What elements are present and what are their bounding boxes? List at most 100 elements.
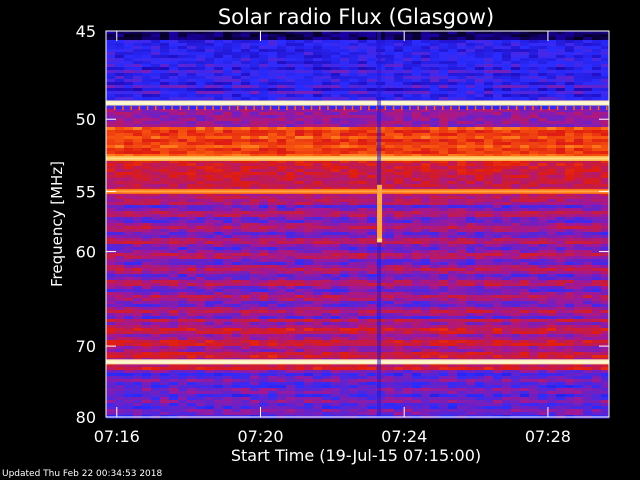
heatmap-cell (169, 58, 179, 62)
heatmap-cell (358, 262, 368, 266)
heatmap-cell (115, 118, 125, 122)
heatmap-cell (196, 124, 206, 128)
heatmap-cell (178, 73, 188, 77)
heatmap-cell (520, 172, 530, 176)
heatmap-cell (214, 154, 224, 158)
heatmap-cell (412, 202, 422, 206)
heatmap-cell (565, 145, 575, 149)
heatmap-cell (331, 115, 341, 119)
heatmap-cell (151, 289, 161, 293)
heatmap-cell (367, 154, 377, 158)
heatmap-cell (385, 178, 395, 182)
heatmap-cell (358, 202, 368, 206)
heatmap-cell (322, 283, 332, 287)
heatmap-cell (295, 109, 305, 113)
heatmap-cell (115, 208, 125, 212)
heatmap-cell (268, 277, 278, 281)
heatmap-cell (331, 235, 341, 239)
heatmap-cell (385, 73, 395, 77)
heatmap-cell (394, 175, 404, 179)
heatmap-cell (466, 250, 476, 254)
heatmap-cell (187, 262, 197, 266)
heatmap-cell (466, 70, 476, 74)
heatmap-cell (349, 40, 359, 44)
heatmap-cell (385, 76, 395, 80)
heatmap-cell (484, 277, 494, 281)
heatmap-row (106, 283, 610, 287)
heatmap-cell (232, 115, 242, 119)
heatmap-cell (106, 70, 116, 74)
heatmap-cell (178, 208, 188, 212)
heatmap-cell (187, 88, 197, 92)
heatmap-cell (529, 130, 539, 134)
heatmap-cell (529, 91, 539, 95)
heatmap-cell (583, 64, 593, 68)
heatmap-cell (538, 232, 548, 236)
heatmap-cell (475, 217, 485, 221)
heatmap-cell (430, 85, 440, 89)
heatmap-cell (502, 271, 512, 275)
heatmap-cell (133, 46, 143, 50)
heatmap-cell (214, 238, 224, 242)
heatmap-cell (187, 115, 197, 119)
heatmap-cell (367, 148, 377, 152)
heatmap-cell (547, 262, 557, 266)
heatmap-cell (133, 160, 143, 164)
heatmap-cell (439, 133, 449, 137)
heatmap-cell (367, 76, 377, 80)
heatmap-cell (358, 208, 368, 212)
heatmap-cell (160, 97, 170, 101)
heatmap-cell (493, 109, 503, 113)
heatmap-cell (556, 199, 566, 203)
heatmap-cell (484, 253, 494, 257)
heatmap-cell (241, 49, 251, 53)
heatmap-cell (313, 46, 323, 50)
heatmap-cell (241, 265, 251, 269)
heatmap-cell (466, 271, 476, 275)
heatmap-cell (556, 205, 566, 209)
heatmap-cell (421, 223, 431, 227)
heatmap-cell (160, 37, 170, 41)
heatmap-cell (142, 175, 152, 179)
heatmap-cell (241, 172, 251, 176)
heatmap-cell (241, 55, 251, 59)
heatmap-cell (484, 127, 494, 131)
heatmap-cell (187, 232, 197, 236)
heatmap-cell (439, 109, 449, 113)
heatmap-cell (259, 169, 269, 173)
heatmap-cell (412, 145, 422, 149)
heatmap-cell (556, 52, 566, 56)
heatmap-cell (358, 43, 368, 47)
heatmap-cell (574, 70, 584, 74)
heatmap-cell (592, 82, 602, 86)
heatmap-cell (250, 76, 260, 80)
heatmap-cell (466, 274, 476, 278)
heatmap-cell (205, 256, 215, 260)
heatmap-cell (484, 265, 494, 269)
heatmap-cell (241, 286, 251, 290)
heatmap-cell (502, 151, 512, 155)
heatmap-cell (493, 187, 503, 191)
heatmap-cell (349, 91, 359, 95)
heatmap-cell (367, 163, 377, 167)
heatmap-cell (601, 187, 610, 191)
heatmap-cell (214, 139, 224, 143)
heatmap-cell (520, 244, 530, 248)
heatmap-cell (331, 271, 341, 275)
heatmap-cell (151, 148, 161, 152)
heatmap-cell (403, 151, 413, 155)
heatmap-cell (169, 208, 179, 212)
heatmap-cell (430, 193, 440, 197)
heatmap-cell (106, 97, 116, 101)
heatmap-cell (178, 247, 188, 251)
heatmap-cell (385, 160, 395, 164)
heatmap-cell (457, 196, 467, 200)
heatmap-cell (430, 49, 440, 53)
heatmap-cell (592, 43, 602, 47)
heatmap-cell (484, 85, 494, 89)
heatmap-cell (547, 169, 557, 173)
heatmap-cell (178, 196, 188, 200)
heatmap-cell (178, 268, 188, 272)
heatmap-cell (178, 259, 188, 263)
heatmap-cell (286, 181, 296, 185)
